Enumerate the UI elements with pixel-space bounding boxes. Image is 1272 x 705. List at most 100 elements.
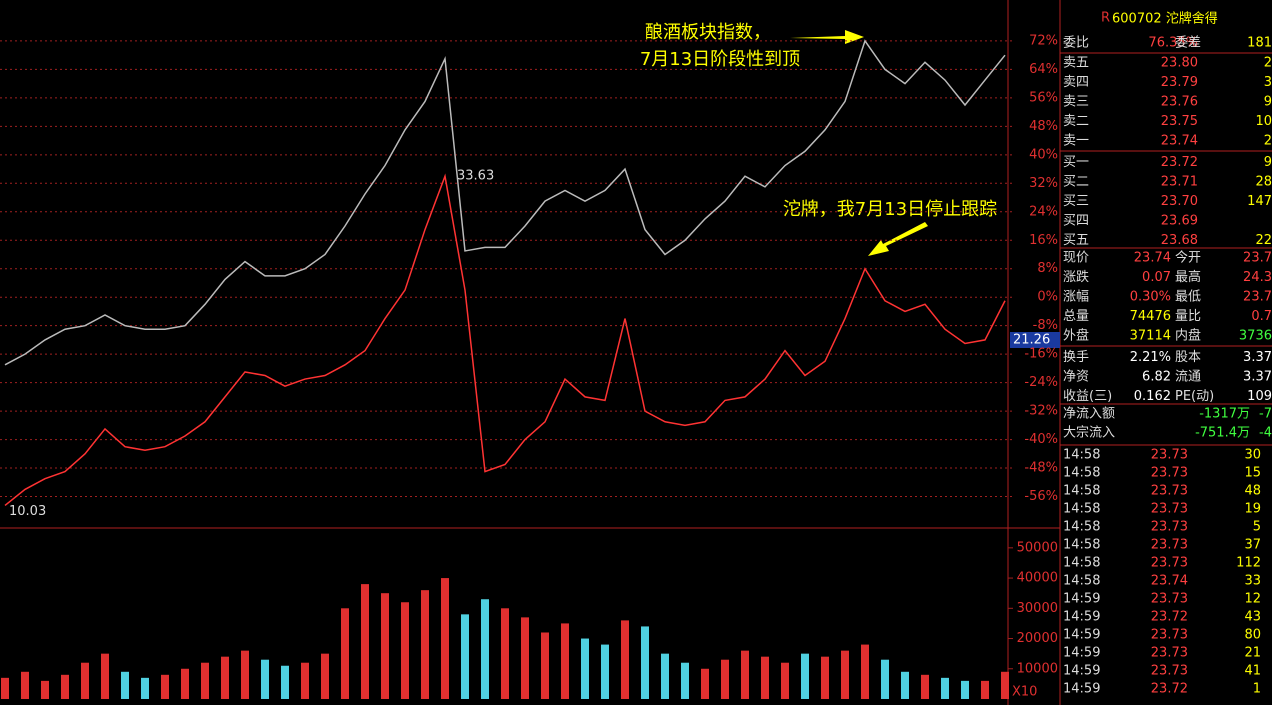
panel-text: 23.72 — [1151, 610, 1188, 625]
panel-text: 112 — [1236, 556, 1261, 571]
panel-text: 5 — [1253, 520, 1261, 535]
volume-bar — [621, 620, 629, 699]
panel-text: 量比 — [1175, 309, 1201, 324]
panel-text: 14:58 — [1063, 484, 1100, 499]
volume-bar — [541, 632, 549, 699]
panel-text: 涨幅 — [1063, 290, 1089, 305]
y-tick-label: 8% — [1037, 261, 1058, 276]
panel-text: 23.74 — [1161, 134, 1198, 149]
code-prefix: R — [1101, 11, 1110, 26]
panel-text: 21 — [1244, 646, 1261, 661]
panel-text: 14:59 — [1063, 592, 1100, 607]
panel-text: 14:58 — [1063, 448, 1100, 463]
panel-text: 23.7 — [1243, 251, 1272, 266]
panel-text: 涨跌 — [1063, 269, 1089, 285]
panel-text: -7 — [1259, 407, 1272, 422]
panel-text: 23.75 — [1161, 114, 1198, 129]
panel-text: 0.30% — [1130, 290, 1171, 305]
panel-text: 33 — [1244, 574, 1261, 589]
y-tick-label: 64% — [1029, 62, 1058, 77]
volume-bar — [701, 668, 709, 699]
y-tick-label: -40% — [1024, 432, 1058, 447]
low-price-label: 10.03 — [9, 504, 46, 519]
panel-text: 23.68 — [1161, 233, 1198, 248]
panel-text: 股本 — [1175, 350, 1201, 365]
y-tick-label: 30000 — [1017, 601, 1058, 616]
panel-text: 10 — [1255, 114, 1272, 129]
arrow — [868, 222, 928, 256]
panel-text: 23.79 — [1161, 75, 1198, 90]
panel-text: 今开 — [1175, 250, 1201, 266]
panel-text: 内盘 — [1175, 328, 1201, 344]
panel-text: 23.73 — [1151, 520, 1188, 535]
volume-bar — [521, 617, 529, 699]
panel-text: 14:58 — [1063, 466, 1100, 481]
panel-text: 委差 — [1175, 36, 1201, 51]
y-tick-label: 10000 — [1017, 661, 1058, 676]
volume-bar — [421, 590, 429, 699]
volume-bar — [601, 644, 609, 699]
panel-text: 大宗流入 — [1063, 425, 1115, 441]
volume-bar — [561, 623, 569, 699]
panel-text: 23.73 — [1151, 484, 1188, 499]
volume-bar — [341, 608, 349, 699]
volume-bar — [961, 680, 969, 699]
panel-text: 外盘 — [1063, 328, 1089, 344]
volume-bar — [901, 671, 909, 699]
panel-text: 23.73 — [1151, 538, 1188, 553]
panel-text: 卖五 — [1063, 56, 1089, 71]
panel-text: 181 — [1247, 36, 1272, 51]
volume-bar — [281, 665, 289, 699]
panel-text: 收益(三) — [1063, 389, 1112, 404]
panel-text: 12 — [1244, 592, 1261, 607]
panel-text: 30 — [1244, 448, 1261, 463]
volume-bar — [81, 662, 89, 699]
panel-text: 0.7 — [1251, 309, 1272, 324]
panel-text: 9 — [1264, 155, 1272, 170]
volume-bar — [21, 671, 29, 699]
volume-bar — [501, 608, 509, 699]
panel-text: 3736 — [1239, 329, 1272, 344]
volume-bar — [1, 677, 9, 699]
panel-text: 37114 — [1130, 329, 1171, 344]
volume-bar — [721, 659, 729, 699]
panel-text: 37 — [1244, 538, 1261, 553]
volume-bar — [181, 668, 189, 699]
panel-text: 23.74 — [1134, 251, 1171, 266]
volume-bar — [981, 680, 989, 699]
panel-text: 卖一 — [1063, 134, 1089, 149]
panel-text: 买五 — [1063, 233, 1089, 248]
panel-text: 6.82 — [1142, 370, 1171, 385]
volume-bar — [481, 599, 489, 699]
volume-bar — [581, 638, 589, 699]
panel-text: -751.4万 — [1195, 426, 1250, 441]
panel-text: 14:58 — [1063, 502, 1100, 517]
panel-text: 23.69 — [1161, 214, 1198, 229]
stock-title: 600702 沱牌舍得 — [1112, 11, 1218, 27]
y-tick-label: -32% — [1024, 404, 1058, 419]
volume-bar — [921, 674, 929, 699]
panel-text: 卖三 — [1063, 95, 1089, 110]
panel-text: 2 — [1264, 56, 1272, 71]
panel-text: 3.37 — [1243, 350, 1272, 365]
panel-text: 23.73 — [1151, 646, 1188, 661]
y-tick-label: 0% — [1037, 290, 1058, 305]
panel-text: 9 — [1264, 95, 1272, 110]
volume-bar — [201, 662, 209, 699]
volume-bar — [661, 653, 669, 699]
y-tick-label: 20000 — [1017, 631, 1058, 646]
panel-text: 28 — [1255, 175, 1272, 190]
panel-text: 3 — [1264, 75, 1272, 90]
volume-bar — [261, 659, 269, 699]
panel-text: 23.73 — [1151, 502, 1188, 517]
volume-bar — [401, 602, 409, 699]
panel-text: 23.76 — [1161, 95, 1198, 110]
panel-text: 15 — [1244, 466, 1261, 481]
volume-bar — [461, 614, 469, 699]
panel-text: 换手 — [1063, 350, 1089, 365]
volume-bar — [381, 593, 389, 699]
volume-bar — [301, 662, 309, 699]
panel-text: 净流入额 — [1063, 407, 1115, 422]
volume-bar — [841, 650, 849, 699]
